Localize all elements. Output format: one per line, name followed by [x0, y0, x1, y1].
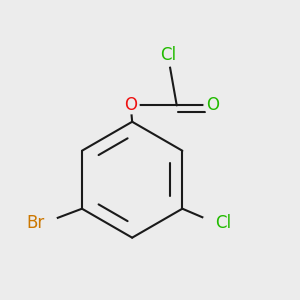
Text: Br: Br	[26, 214, 44, 232]
Text: O: O	[124, 96, 137, 114]
Text: O: O	[206, 96, 219, 114]
Circle shape	[157, 44, 179, 66]
Text: Cl: Cl	[215, 214, 232, 232]
Circle shape	[204, 97, 221, 114]
Circle shape	[32, 210, 57, 235]
Text: Cl: Cl	[160, 46, 176, 64]
Circle shape	[122, 97, 139, 114]
Circle shape	[203, 210, 228, 235]
